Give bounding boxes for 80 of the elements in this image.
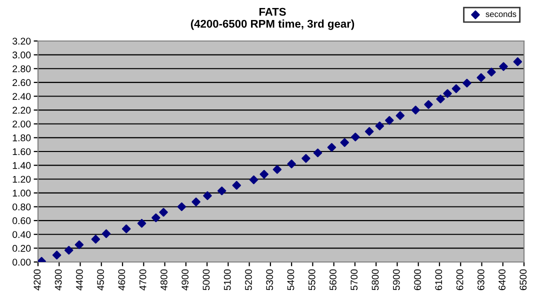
point: [375, 122, 384, 130]
point: [159, 208, 168, 217]
point: [122, 224, 131, 234]
point: [436, 94, 445, 104]
x-tick-label: 4900: [182, 269, 189, 290]
point: [102, 229, 111, 238]
x-tick-label: 5800: [372, 269, 379, 290]
point: [513, 57, 522, 66]
x-tick-label: 4500: [97, 269, 104, 290]
legend-label: seconds: [486, 10, 516, 18]
point: [203, 191, 212, 200]
y-tick-label: 2.00: [12, 120, 31, 128]
x-tick-label: 5700: [350, 269, 358, 290]
point: [64, 246, 74, 255]
point: [327, 142, 336, 152]
y-tick-label: 2.80: [12, 65, 31, 72]
point: [232, 180, 241, 190]
x-tick-label: 4600: [118, 269, 126, 290]
y-tick-label: 0.20: [12, 244, 31, 252]
point: [287, 160, 296, 168]
y-tick-label: 2.60: [12, 79, 31, 86]
y-tick-label: 1.60: [12, 148, 31, 156]
y-tick-label: 2.20: [12, 106, 31, 114]
point: [302, 154, 310, 163]
x-tick-label: 5300: [266, 269, 274, 290]
x-tick-label: 4700: [139, 269, 146, 290]
point: [74, 240, 84, 250]
point: [217, 186, 226, 196]
point: [313, 148, 322, 158]
chart-title: FATS (4200-6500 RPM time, 3rd gear): [190, 8, 354, 30]
x-tick-label: 5600: [330, 269, 336, 290]
y-tick-label: 2.40: [12, 92, 31, 100]
x-tick-label: 6300: [477, 269, 484, 290]
point: [340, 138, 349, 147]
y-tick-label: 1.00: [12, 190, 31, 197]
point: [487, 68, 496, 76]
point: [396, 111, 405, 120]
x-tick-label: 4300: [54, 269, 62, 290]
point: [462, 78, 472, 88]
x-tick-label: 4800: [160, 269, 168, 290]
x-tick-label: 5200: [245, 269, 252, 290]
x-tick-label: 6400: [498, 269, 506, 290]
point: [192, 198, 200, 206]
y-tick-label: 1.40: [12, 162, 31, 169]
y-tick-label: 1.20: [12, 176, 31, 183]
x-tick-label: 4400: [76, 269, 83, 290]
y-tick-label: 3.00: [12, 52, 31, 58]
point: [137, 218, 146, 228]
x-tick-label: 6100: [435, 269, 442, 290]
point: [443, 89, 452, 98]
point: [411, 106, 420, 114]
point: [260, 170, 268, 179]
y-tick-label: 1.80: [12, 134, 31, 142]
point: [424, 100, 433, 109]
x-tick-label: 4200: [34, 269, 41, 290]
point: [351, 132, 360, 142]
point: [52, 250, 62, 260]
point: [452, 84, 461, 94]
point: [152, 213, 160, 222]
y-tick-label: 0.40: [12, 231, 31, 238]
point: [272, 165, 282, 174]
y-tick-label: 3.20: [12, 38, 31, 45]
y-tick-label: 0.60: [12, 217, 31, 224]
x-tick-label: 5100: [224, 269, 231, 290]
point: [385, 116, 394, 125]
point: [364, 127, 374, 136]
point: [91, 234, 100, 244]
point: [249, 175, 258, 184]
y-tick-label: 0.00: [12, 258, 31, 266]
x-tick-label: 5000: [202, 269, 210, 290]
x-tick-label: 5900: [392, 269, 400, 290]
x-tick-label: 6200: [456, 269, 464, 290]
x-tick-label: 5400: [287, 269, 294, 290]
y-tick-label: 0.80: [12, 203, 31, 210]
x-tick-label: 6000: [414, 269, 421, 290]
x-tick-label: 5500: [308, 269, 316, 290]
point: [476, 73, 486, 82]
x-tick-label: 6500: [520, 269, 527, 290]
point: [177, 202, 186, 212]
point: [499, 62, 508, 71]
